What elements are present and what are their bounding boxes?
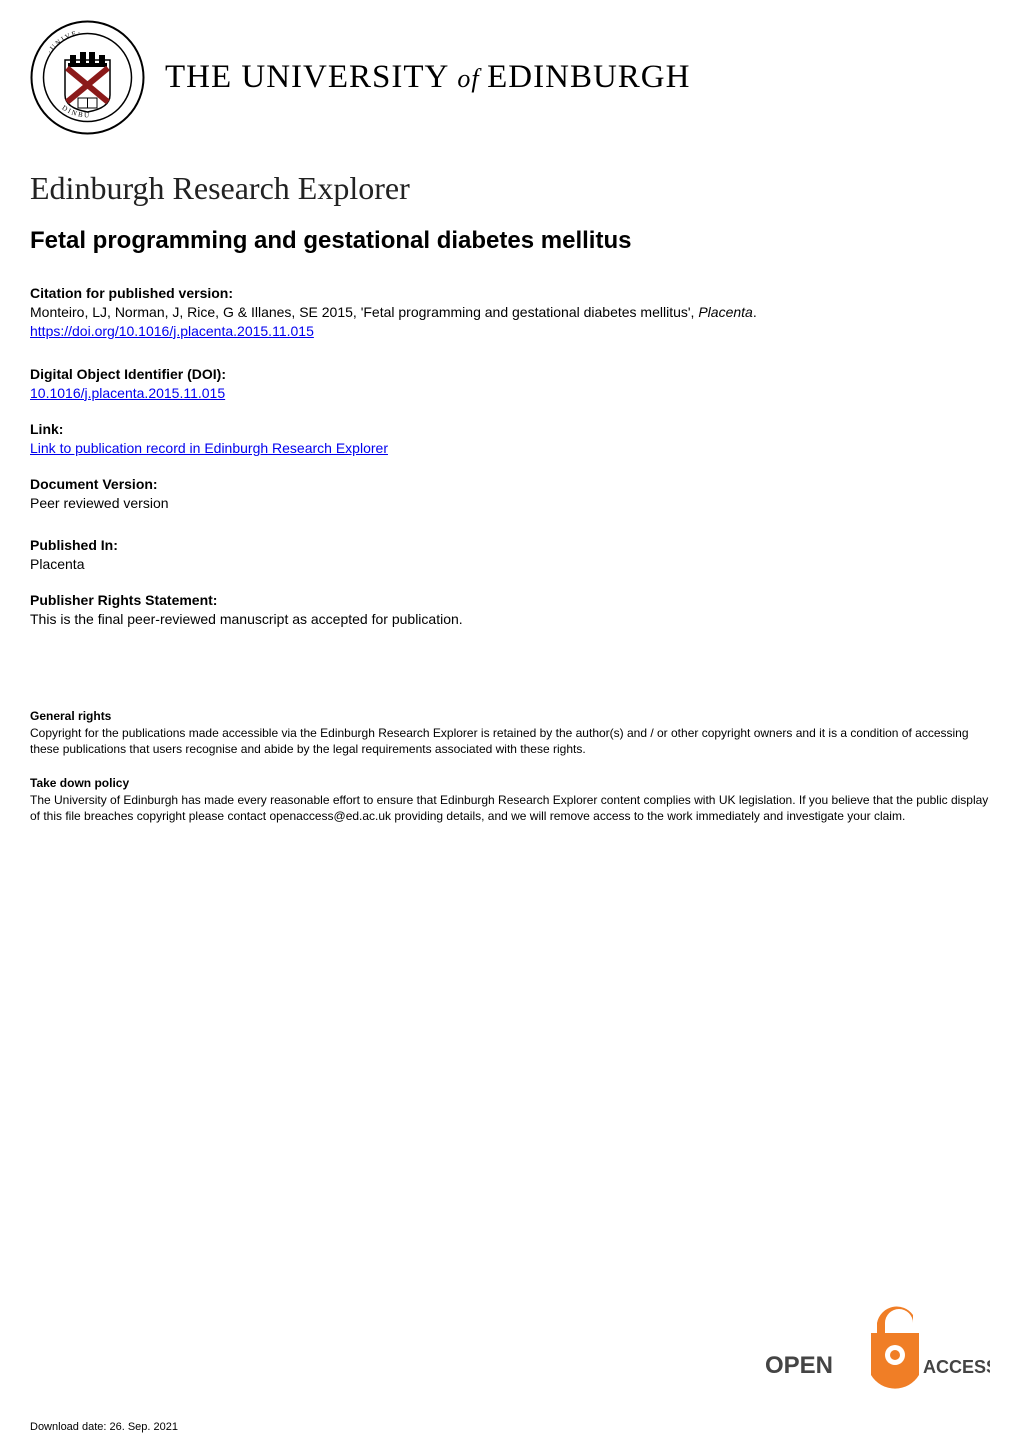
publisher-rights-text: This is the final peer-reviewed manuscri… xyxy=(30,610,990,629)
published-in-text: Placenta xyxy=(30,555,990,574)
page-header: · U N I V E · D I N B U THE UNIVERSITY o… xyxy=(0,0,1020,145)
svg-text:· U N I V E ·: · U N I V E · xyxy=(46,29,81,56)
link-section: Link: Link to publication record in Edin… xyxy=(30,421,990,458)
doc-version-text: Peer reviewed version xyxy=(30,494,990,513)
publisher-rights-section: Publisher Rights Statement: This is the … xyxy=(30,592,990,629)
publisher-rights-heading: Publisher Rights Statement: xyxy=(30,592,990,608)
open-text: OPEN xyxy=(765,1352,833,1379)
citation-doi-link[interactable]: https://doi.org/10.1016/j.placenta.2015.… xyxy=(30,323,314,339)
published-in-section: Published In: Placenta xyxy=(30,537,990,574)
link-body: Link to publication record in Edinburgh … xyxy=(30,439,990,458)
open-access-logo: OPEN ACCESS xyxy=(765,1303,990,1393)
link-heading: Link: xyxy=(30,421,990,437)
uni-name-part2: EDINBURGH xyxy=(487,59,690,95)
citation-text: Monteiro, LJ, Norman, J, Rice, G & Illan… xyxy=(30,303,990,341)
explorer-title: Edinburgh Research Explorer xyxy=(0,145,1020,227)
footer-download-date: Download date: 26. Sep. 2021 xyxy=(30,1421,178,1433)
citation-heading: Citation for published version: xyxy=(30,285,990,301)
paper-title: Fetal programming and gestational diabet… xyxy=(30,227,990,255)
doc-version-heading: Document Version: xyxy=(30,476,990,492)
takedown-heading: Take down policy xyxy=(30,776,990,790)
university-logo: · U N I V E · D I N B U xyxy=(30,20,145,135)
doc-version-section: Document Version: Peer reviewed version xyxy=(30,476,990,513)
publication-record-link[interactable]: Link to publication record in Edinburgh … xyxy=(30,440,388,456)
uni-name-of: of xyxy=(457,64,487,93)
takedown-text: The University of Edinburgh has made eve… xyxy=(30,792,990,824)
citation-section: Citation for published version: Monteiro… xyxy=(30,285,990,341)
uni-name-part1: THE UNIVERSITY xyxy=(165,59,457,95)
published-in-heading: Published In: xyxy=(30,537,990,553)
general-rights-text: Copyright for the publications made acce… xyxy=(30,725,990,757)
doi-section: Digital Object Identifier (DOI): 10.1016… xyxy=(30,366,990,403)
access-text: ACCESS xyxy=(923,1357,990,1377)
rights-section: General rights Copyright for the publica… xyxy=(30,709,990,824)
university-name: THE UNIVERSITY of EDINBURGH xyxy=(165,59,690,96)
doi-body: 10.1016/j.placenta.2015.11.015 xyxy=(30,384,990,403)
general-rights-heading: General rights xyxy=(30,709,990,723)
citation-body: Monteiro, LJ, Norman, J, Rice, G & Illan… xyxy=(30,304,698,320)
citation-period: . xyxy=(753,304,757,320)
doi-heading: Digital Object Identifier (DOI): xyxy=(30,366,990,382)
doi-link[interactable]: 10.1016/j.placenta.2015.11.015 xyxy=(30,385,225,401)
main-content: Fetal programming and gestational diabet… xyxy=(0,227,1020,824)
citation-journal: Placenta xyxy=(698,304,752,320)
